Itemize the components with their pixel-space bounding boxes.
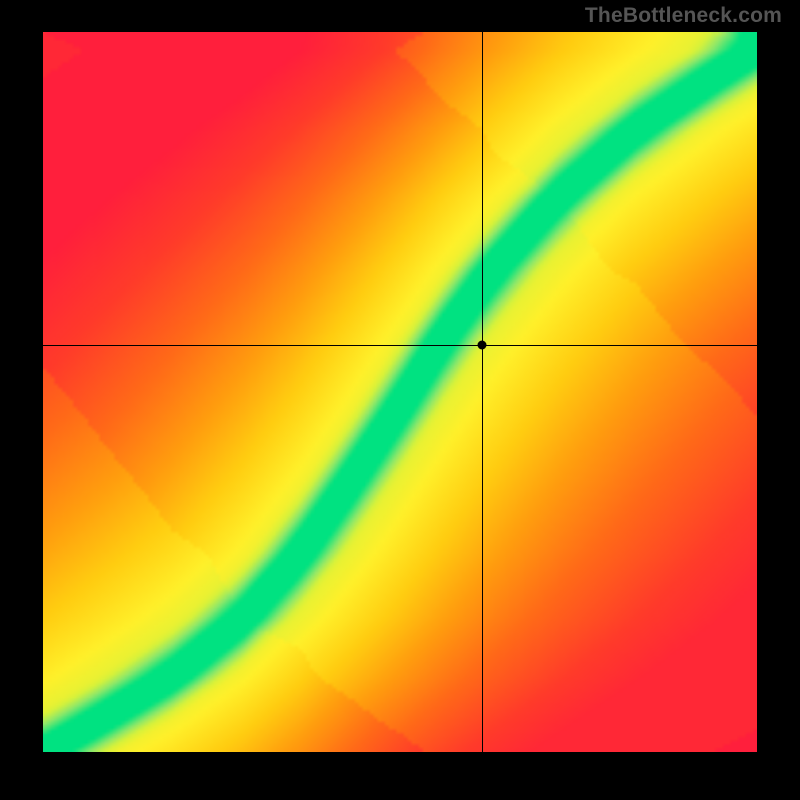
crosshair-marker [478, 341, 487, 350]
watermark-text: TheBottleneck.com [585, 4, 782, 28]
crosshair-horizontal [43, 345, 757, 346]
heatmap-canvas [43, 32, 757, 752]
heatmap-plot [43, 32, 757, 752]
crosshair-vertical [482, 32, 483, 752]
